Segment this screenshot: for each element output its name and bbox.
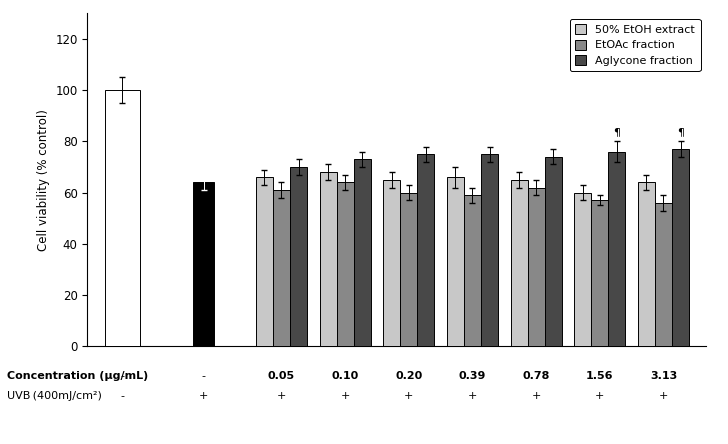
Y-axis label: Cell viability (% control): Cell viability (% control) (36, 109, 50, 251)
Text: 0.78: 0.78 (523, 371, 550, 381)
Bar (655, 203, 672, 346)
Text: 0.39: 0.39 (459, 371, 486, 381)
Text: -: - (202, 371, 206, 381)
Text: +: + (404, 391, 414, 401)
Text: +: + (277, 391, 286, 401)
Bar (574, 193, 591, 346)
Text: ¶: ¶ (614, 127, 620, 138)
Bar (510, 180, 528, 346)
Text: +: + (468, 391, 477, 401)
Bar (417, 154, 435, 346)
Text: +: + (199, 391, 208, 401)
Legend: 50% EtOH extract, EtOAc fraction, Aglycone fraction: 50% EtOH extract, EtOAc fraction, Aglyco… (570, 19, 700, 71)
Bar (638, 182, 655, 346)
Text: Concentration (µg/mL): Concentration (µg/mL) (7, 371, 148, 381)
Bar (383, 180, 400, 346)
Bar (194, 182, 214, 346)
Text: +: + (341, 391, 350, 401)
Bar (447, 177, 464, 346)
Bar (290, 167, 307, 346)
Text: -: - (120, 371, 124, 381)
Bar (672, 149, 689, 346)
Text: 3.13: 3.13 (650, 371, 677, 381)
Bar (273, 190, 290, 346)
Text: +: + (531, 391, 541, 401)
Text: ¶: ¶ (677, 127, 684, 138)
Bar (481, 154, 498, 346)
Bar (528, 187, 545, 346)
Bar (464, 195, 481, 346)
Bar (400, 193, 417, 346)
Text: UVB (400mJ/cm²): UVB (400mJ/cm²) (7, 391, 102, 401)
Bar (105, 90, 140, 346)
Text: 1.56: 1.56 (586, 371, 614, 381)
Bar (591, 200, 609, 346)
Bar (336, 182, 354, 346)
Bar (354, 159, 371, 346)
Text: 0.10: 0.10 (331, 371, 359, 381)
Text: +: + (659, 391, 668, 401)
Text: 0.05: 0.05 (268, 371, 295, 381)
Bar (545, 157, 562, 346)
Bar (256, 177, 273, 346)
Text: +: + (595, 391, 604, 401)
Bar (609, 152, 625, 346)
Text: -: - (120, 391, 124, 401)
Text: 0.20: 0.20 (395, 371, 422, 381)
Bar (320, 172, 336, 346)
